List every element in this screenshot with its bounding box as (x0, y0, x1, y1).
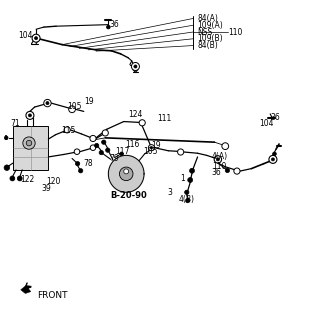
Text: 19: 19 (84, 97, 93, 106)
Text: 104: 104 (19, 31, 33, 40)
Circle shape (10, 176, 15, 181)
Circle shape (102, 140, 106, 144)
Circle shape (69, 106, 75, 113)
Text: 36: 36 (212, 168, 222, 177)
Circle shape (23, 137, 35, 149)
Text: NSS: NSS (197, 28, 213, 36)
Circle shape (106, 148, 110, 152)
Circle shape (188, 178, 193, 182)
Text: 120: 120 (46, 177, 61, 186)
Circle shape (4, 136, 8, 140)
Text: 3: 3 (168, 188, 173, 197)
Circle shape (269, 156, 277, 164)
Circle shape (216, 158, 219, 161)
Circle shape (178, 149, 184, 155)
Text: 115: 115 (61, 126, 76, 135)
Circle shape (46, 101, 49, 105)
Text: B-20-90: B-20-90 (110, 191, 147, 200)
Circle shape (124, 169, 129, 174)
Circle shape (222, 143, 229, 149)
Text: 4(A): 4(A) (212, 152, 228, 161)
Circle shape (148, 145, 154, 151)
Circle shape (107, 25, 110, 29)
Text: 105: 105 (67, 102, 81, 111)
Circle shape (4, 165, 10, 171)
Circle shape (214, 156, 222, 163)
Circle shape (150, 147, 153, 149)
Text: 110: 110 (212, 162, 226, 171)
Circle shape (44, 100, 51, 107)
Circle shape (139, 120, 145, 126)
Text: 36: 36 (110, 20, 119, 28)
Circle shape (99, 150, 104, 155)
Circle shape (74, 149, 80, 155)
Circle shape (35, 37, 38, 40)
Text: 105: 105 (143, 147, 157, 156)
Text: 109(B): 109(B) (197, 34, 223, 43)
Circle shape (90, 145, 96, 150)
Polygon shape (13, 126, 49, 170)
Circle shape (120, 167, 133, 180)
Text: 19: 19 (151, 141, 161, 150)
Circle shape (186, 198, 190, 203)
Circle shape (75, 162, 80, 166)
Circle shape (189, 168, 194, 173)
Text: 109(A): 109(A) (197, 21, 223, 30)
Text: 122: 122 (20, 175, 34, 184)
Circle shape (102, 130, 108, 136)
Circle shape (64, 127, 70, 133)
Text: 117: 117 (115, 147, 129, 156)
Circle shape (134, 65, 137, 68)
Text: 84(B): 84(B) (197, 41, 218, 50)
Circle shape (273, 152, 276, 156)
Text: 116: 116 (125, 140, 140, 149)
Circle shape (225, 168, 230, 172)
Text: 1: 1 (180, 174, 184, 183)
Circle shape (26, 111, 34, 119)
Circle shape (17, 176, 22, 181)
Circle shape (78, 169, 83, 173)
Circle shape (131, 62, 139, 70)
Text: 124: 124 (128, 110, 143, 119)
Circle shape (120, 152, 123, 156)
Text: 110: 110 (228, 28, 243, 36)
Text: 39: 39 (41, 184, 51, 193)
Circle shape (28, 114, 32, 117)
Circle shape (90, 135, 96, 141)
Text: 71: 71 (11, 119, 20, 128)
Circle shape (234, 168, 240, 174)
Circle shape (26, 140, 32, 146)
Text: 36: 36 (270, 113, 280, 122)
Text: 78: 78 (84, 159, 93, 168)
Circle shape (95, 143, 99, 148)
Circle shape (32, 34, 40, 42)
Text: 104: 104 (259, 119, 273, 128)
Text: 79: 79 (109, 154, 119, 163)
Polygon shape (21, 285, 32, 293)
Circle shape (185, 190, 189, 195)
Text: 84(A): 84(A) (197, 14, 218, 23)
Text: 4(B): 4(B) (179, 195, 194, 204)
Polygon shape (108, 156, 144, 192)
Text: FRONT: FRONT (37, 292, 67, 300)
Circle shape (271, 158, 274, 161)
Text: 111: 111 (158, 114, 172, 123)
